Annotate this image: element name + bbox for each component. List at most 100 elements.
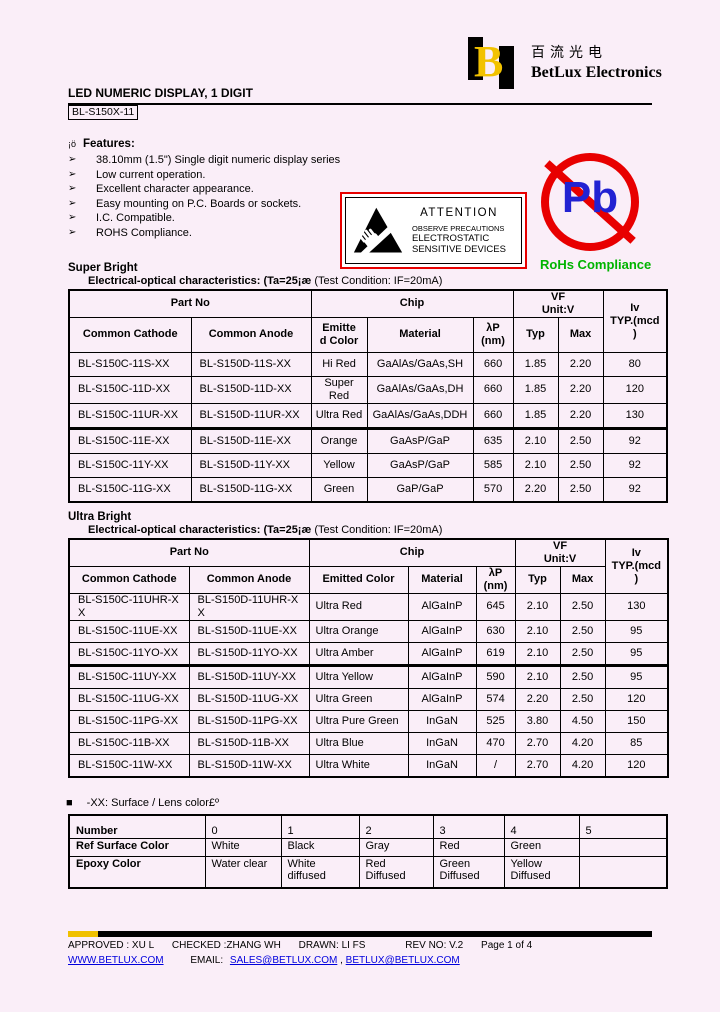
section-subtitle: Electrical-optical characteristics: (Ta=… <box>88 524 443 536</box>
table-cell: 80 <box>602 351 668 377</box>
table-cell: GaAsP/GaP <box>366 452 474 478</box>
table-cell: 4 <box>503 814 580 839</box>
page-indicator: Page 1 of 4 <box>481 940 533 951</box>
table-cell: Ultra Amber <box>308 641 409 666</box>
feature-item: ➢ ROHS Compliance. <box>68 226 192 239</box>
column-header: Common Cathode <box>68 316 192 353</box>
part-number-box: BL-S150X-11 <box>68 105 139 120</box>
table-cell: BL-S150C-11W-XX <box>68 753 190 778</box>
table-cell: 1 <box>280 814 360 839</box>
table-cell: GaAlAs/GaAs,DDH <box>366 402 474 429</box>
table-cell: AlGaInP <box>407 687 477 711</box>
info-email-link[interactable]: BETLUX@BETLUX.COM <box>345 955 460 966</box>
attention-title: ATTENTION <box>420 206 498 219</box>
column-header: Chip <box>310 289 514 318</box>
footer: APPROVED : XU L CHECKED :ZHANG WH DRAWN:… <box>68 931 652 966</box>
column-header: Typ <box>512 316 559 353</box>
table-cell: Ultra Green <box>308 687 409 711</box>
table-cell: 2.50 <box>557 452 604 478</box>
drawn-by: DRAWN: LI FS <box>298 940 366 951</box>
table-cell: 2.20 <box>512 476 559 503</box>
table-cell: BL-S150C-11YO-XX <box>68 641 190 666</box>
table-cell: 120 <box>602 375 668 404</box>
esd-hand-triangle-icon <box>353 207 403 256</box>
pb-label: Pb <box>561 173 619 222</box>
table-cell: GaAlAs/GaAs,SH <box>366 351 474 377</box>
table-row: BL-S150C-11PG-XX BL-S150D-11PG-XX Ultra Pu… <box>68 709 669 733</box>
table-cell: 2.10 <box>514 592 561 621</box>
table-cell: BL-S150D-11S-XX <box>190 351 312 377</box>
pb-free-symbol: Pb <box>541 153 639 251</box>
table-cell: 92 <box>602 452 668 478</box>
feature-item: ➢ I.C. Compatible. <box>68 212 175 224</box>
table-cell: 2.10 <box>514 663 561 689</box>
table-cell: Ultra Blue <box>308 731 409 755</box>
website-link[interactable]: WWW.BETLUX.COM <box>68 955 164 966</box>
table-cell: 645 <box>475 592 516 621</box>
table-cell: BL-S150C-11UE-XX <box>68 619 190 643</box>
table-cell: BL-S150D-11G-XX <box>190 476 312 503</box>
feature-item: ➢ Excellent character appearance. <box>68 183 254 195</box>
table-cell: AlGaInP <box>407 663 477 689</box>
table-row: BL-S150C-11D-XX BL-S150D-11D-XX Super Red G… <box>68 375 668 404</box>
table-cell: 2.70 <box>514 753 561 778</box>
column-header: Typ <box>514 565 561 594</box>
table-row: Number 0 1 2 3 4 5 <box>68 814 668 839</box>
table-cell: 0 <box>204 814 282 839</box>
table-cell: 2.50 <box>557 476 604 503</box>
arrow-bullet-icon: ➢ <box>68 226 77 238</box>
table-cell: Black <box>280 838 360 857</box>
table-cell: 2.50 <box>559 663 606 689</box>
rev-number: REV NO: V.2 <box>405 940 464 951</box>
table-cell: 2.50 <box>559 619 606 643</box>
page-title: LED NUMERIC DISPLAY, 1 DIGIT <box>68 86 652 105</box>
table-cell: 3.80 <box>514 709 561 733</box>
table-cell: 2.10 <box>514 619 561 643</box>
table-cell: Ultra Yellow <box>308 663 409 689</box>
table-row: BL-S150C-11UY-XX BL-S150D-11UY-XX Ultra Ye… <box>68 663 669 689</box>
table-cell: 95 <box>604 641 669 666</box>
logo-b-monogram: B <box>474 37 504 86</box>
table-cell: 570 <box>472 476 514 503</box>
column-header: Part No <box>68 289 312 318</box>
table-cell: BL-S150C-11G-XX <box>68 476 192 503</box>
table-cell: Ultra White <box>308 753 409 778</box>
table-cell: 619 <box>475 641 516 666</box>
table-row: Epoxy Color Water clear White diffused Red … <box>68 856 668 889</box>
table-cell: 120 <box>604 687 669 711</box>
logo-company-name: BetLux Electronics <box>531 64 662 81</box>
table-cell: Ultra Red <box>310 402 368 429</box>
table-cell: BL-S150C-11UG-XX <box>68 687 190 711</box>
table-cell: GaAlAs/GaAs,DH <box>366 375 474 404</box>
table-cell: 1.85 <box>512 351 559 377</box>
table-cell: 130 <box>602 402 668 429</box>
arrow-bullet-icon: ➢ <box>68 154 77 165</box>
table-row: BL-S150C-11G-XX BL-S150D-11G-XX Green GaP/G… <box>68 476 668 503</box>
sales-email-link[interactable]: SALES@BETLUX.COM <box>229 955 338 966</box>
column-header: Material <box>407 565 477 594</box>
column-header: Part No <box>68 538 310 567</box>
footer-divider-bar <box>68 931 652 937</box>
table-cell: BL-S150D-11UR-XX <box>190 402 312 429</box>
table-cell: BL-S150D-11PG-XX <box>188 709 310 733</box>
features-heading: ¡ö Features: <box>68 138 135 150</box>
table-row: BL-S150C-11YO-XX BL-S150D-11YO-XX Ultra Am… <box>68 641 669 666</box>
super-bright-section: Super Bright Electrical-optical characte… <box>68 262 670 503</box>
separator: , <box>340 955 343 966</box>
table-row: Ref Surface Color White Black Gray Red Green <box>68 838 668 857</box>
table-cell: BL-S150D-11UE-XX <box>188 619 310 643</box>
betlux-logo: B <box>468 37 520 89</box>
table-row: BL-S150C-11W-XX BL-S150D-11W-XX Ultra Whit… <box>68 753 669 778</box>
table-cell: 2.20 <box>557 375 604 404</box>
esd-attention-box: ATTENTION OBSERVE PRECAUTIONS ELECTROSTA… <box>340 192 527 269</box>
table-row: BL-S150C-11UG-XX BL-S150D-11UG-XX Ultra Gr… <box>68 687 669 711</box>
logo-chinese-name: 百流光电 <box>531 44 607 60</box>
column-header: λP (nm) <box>475 565 516 594</box>
table-cell: 1.85 <box>512 375 559 404</box>
table-cell <box>578 838 668 857</box>
table-cell: 574 <box>475 687 516 711</box>
table-cell: BL-S150D-11UG-XX <box>188 687 310 711</box>
table-row: BL-S150C-11S-XX BL-S150D-11S-XX Hi Red GaAl… <box>68 351 668 377</box>
table-cell: BL-S150D-11UHR-X X <box>188 592 310 621</box>
